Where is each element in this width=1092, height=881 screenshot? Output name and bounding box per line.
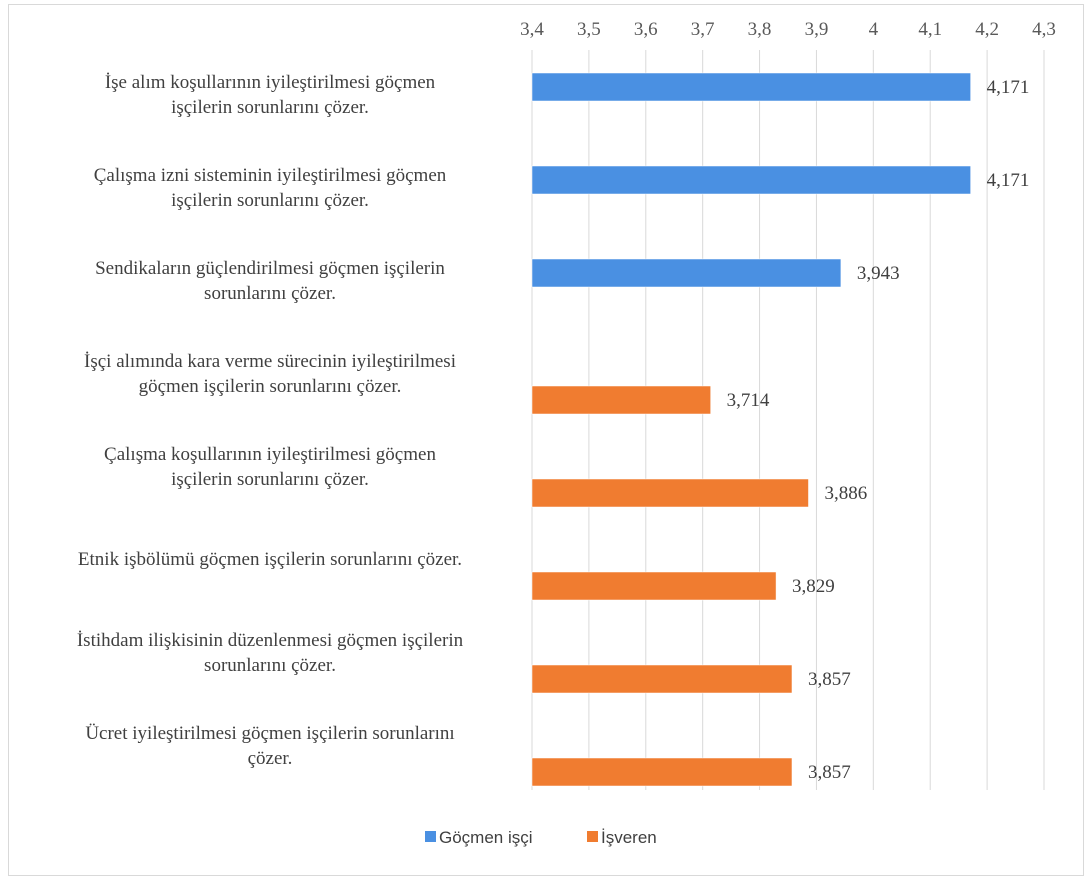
legend-swatch [587,831,598,842]
category-label: Ücret iyileştirilmesi göçmen işçilerin s… [85,723,454,744]
category-label: göçmen işçilerin sorunlarını çözer. [139,376,402,397]
category-label: İşe alım koşullarının iyileştirilmesi gö… [105,72,436,93]
category-label: işçilerin sorunlarını çözer. [171,190,369,211]
x-tick-label: 3,6 [634,19,658,40]
bar [531,757,793,787]
data-label: 4,171 [987,77,1030,98]
x-tick-label: 4,2 [975,19,999,40]
bar [531,385,711,415]
x-tick-label: 3,5 [577,19,601,40]
bar [531,258,842,288]
x-tick-label: 3,4 [520,19,544,40]
x-tick-label: 4,3 [1032,19,1056,40]
legend-label: Göçmen işçi [439,828,533,847]
x-tick-label: 3,9 [805,19,829,40]
category-label: işçilerin sorunlarını çözer. [171,97,369,118]
category-label: sorunlarını çözer. [204,655,336,676]
category-label: İşçi alımında kara verme sürecinin iyile… [84,351,456,372]
bar [531,478,809,508]
category-label: Etnik işbölümü göçmen işçilerin sorunlar… [78,549,462,570]
data-label: 3,886 [824,483,867,504]
category-label: Çalışma koşullarının iyileştirilmesi göç… [104,444,436,465]
category-label: sorunlarını çözer. [204,283,336,304]
data-label: 3,857 [808,762,851,783]
data-label: 3,714 [727,390,770,411]
category-label: çözer. [248,748,293,769]
chart-frame [8,4,1084,876]
legend-swatch [425,831,436,842]
data-label: 3,857 [808,669,851,690]
category-label: Çalışma izni sisteminin iyileştirilmesi … [94,165,447,186]
x-tick-label: 4 [869,19,879,40]
data-label: 3,829 [792,576,835,597]
x-tick-label: 3,7 [691,19,715,40]
category-label: işçilerin sorunlarını çözer. [171,469,369,490]
bar [531,165,971,195]
data-label: 4,171 [987,170,1030,191]
category-label: İstihdam ilişkisinin düzenlenmesi göçmen… [77,630,464,651]
bar [531,571,777,601]
category-label: Sendikaların güçlendirilmesi göçmen işçi… [95,258,445,279]
legend-label: İşveren [601,828,657,847]
x-tick-label: 4,1 [918,19,942,40]
bar [531,664,793,694]
x-tick-label: 3,8 [748,19,772,40]
bar [531,72,971,102]
data-label: 3,943 [857,263,900,284]
